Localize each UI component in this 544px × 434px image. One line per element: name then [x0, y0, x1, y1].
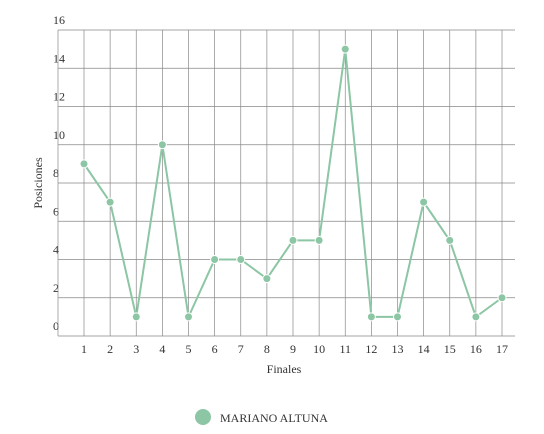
point: [262, 274, 272, 284]
x-tick-label: 12: [365, 342, 377, 356]
x-tick-label: 17: [496, 342, 508, 356]
y-tick-label: 8: [53, 166, 59, 180]
y-tick-label: 14: [53, 51, 65, 65]
point: [157, 140, 167, 150]
x-tick-label: 5: [186, 342, 192, 356]
y-tick-label: 12: [53, 90, 65, 104]
point: [288, 235, 298, 245]
legend-label: MARIANO ALTUNA: [220, 411, 328, 425]
x-tick-label: 4: [159, 342, 165, 356]
x-tick-label: 3: [133, 342, 139, 356]
x-tick-label: 16: [470, 342, 482, 356]
x-tick-label: 7: [238, 342, 244, 356]
x-tick-label: 9: [290, 342, 296, 356]
point: [314, 235, 324, 245]
y-tick-label: 10: [53, 128, 65, 142]
x-tick-label: 2: [107, 342, 113, 356]
y-tick-label: 16: [53, 13, 65, 27]
y-tick-label: 4: [53, 243, 59, 257]
x-tick-label: 15: [444, 342, 456, 356]
point: [210, 255, 220, 264]
x-tick-label: 11: [339, 342, 351, 356]
legend-marker: [195, 409, 211, 425]
point: [497, 293, 507, 303]
point: [393, 312, 402, 322]
point: [79, 159, 89, 169]
y-axis-label: Posiciones: [31, 157, 45, 209]
x-tick-label: 13: [392, 342, 404, 356]
y-tick-label: 2: [53, 281, 59, 295]
x-tick-label: 10: [313, 342, 325, 356]
point: [445, 235, 455, 245]
point: [184, 312, 193, 322]
x-tick-label: 1: [81, 342, 87, 356]
x-tick-label: 8: [264, 342, 270, 356]
point: [105, 197, 115, 207]
point: [131, 312, 141, 322]
x-axis-label: Finales: [267, 362, 302, 376]
point: [236, 255, 246, 264]
x-tick-label: 6: [212, 342, 218, 356]
point: [419, 197, 429, 207]
y-tick-label: 0: [53, 319, 59, 333]
point: [471, 312, 481, 322]
point: [340, 44, 350, 54]
point: [366, 312, 376, 322]
y-tick-label: 6: [53, 204, 59, 218]
x-tick-label: 14: [418, 342, 430, 356]
